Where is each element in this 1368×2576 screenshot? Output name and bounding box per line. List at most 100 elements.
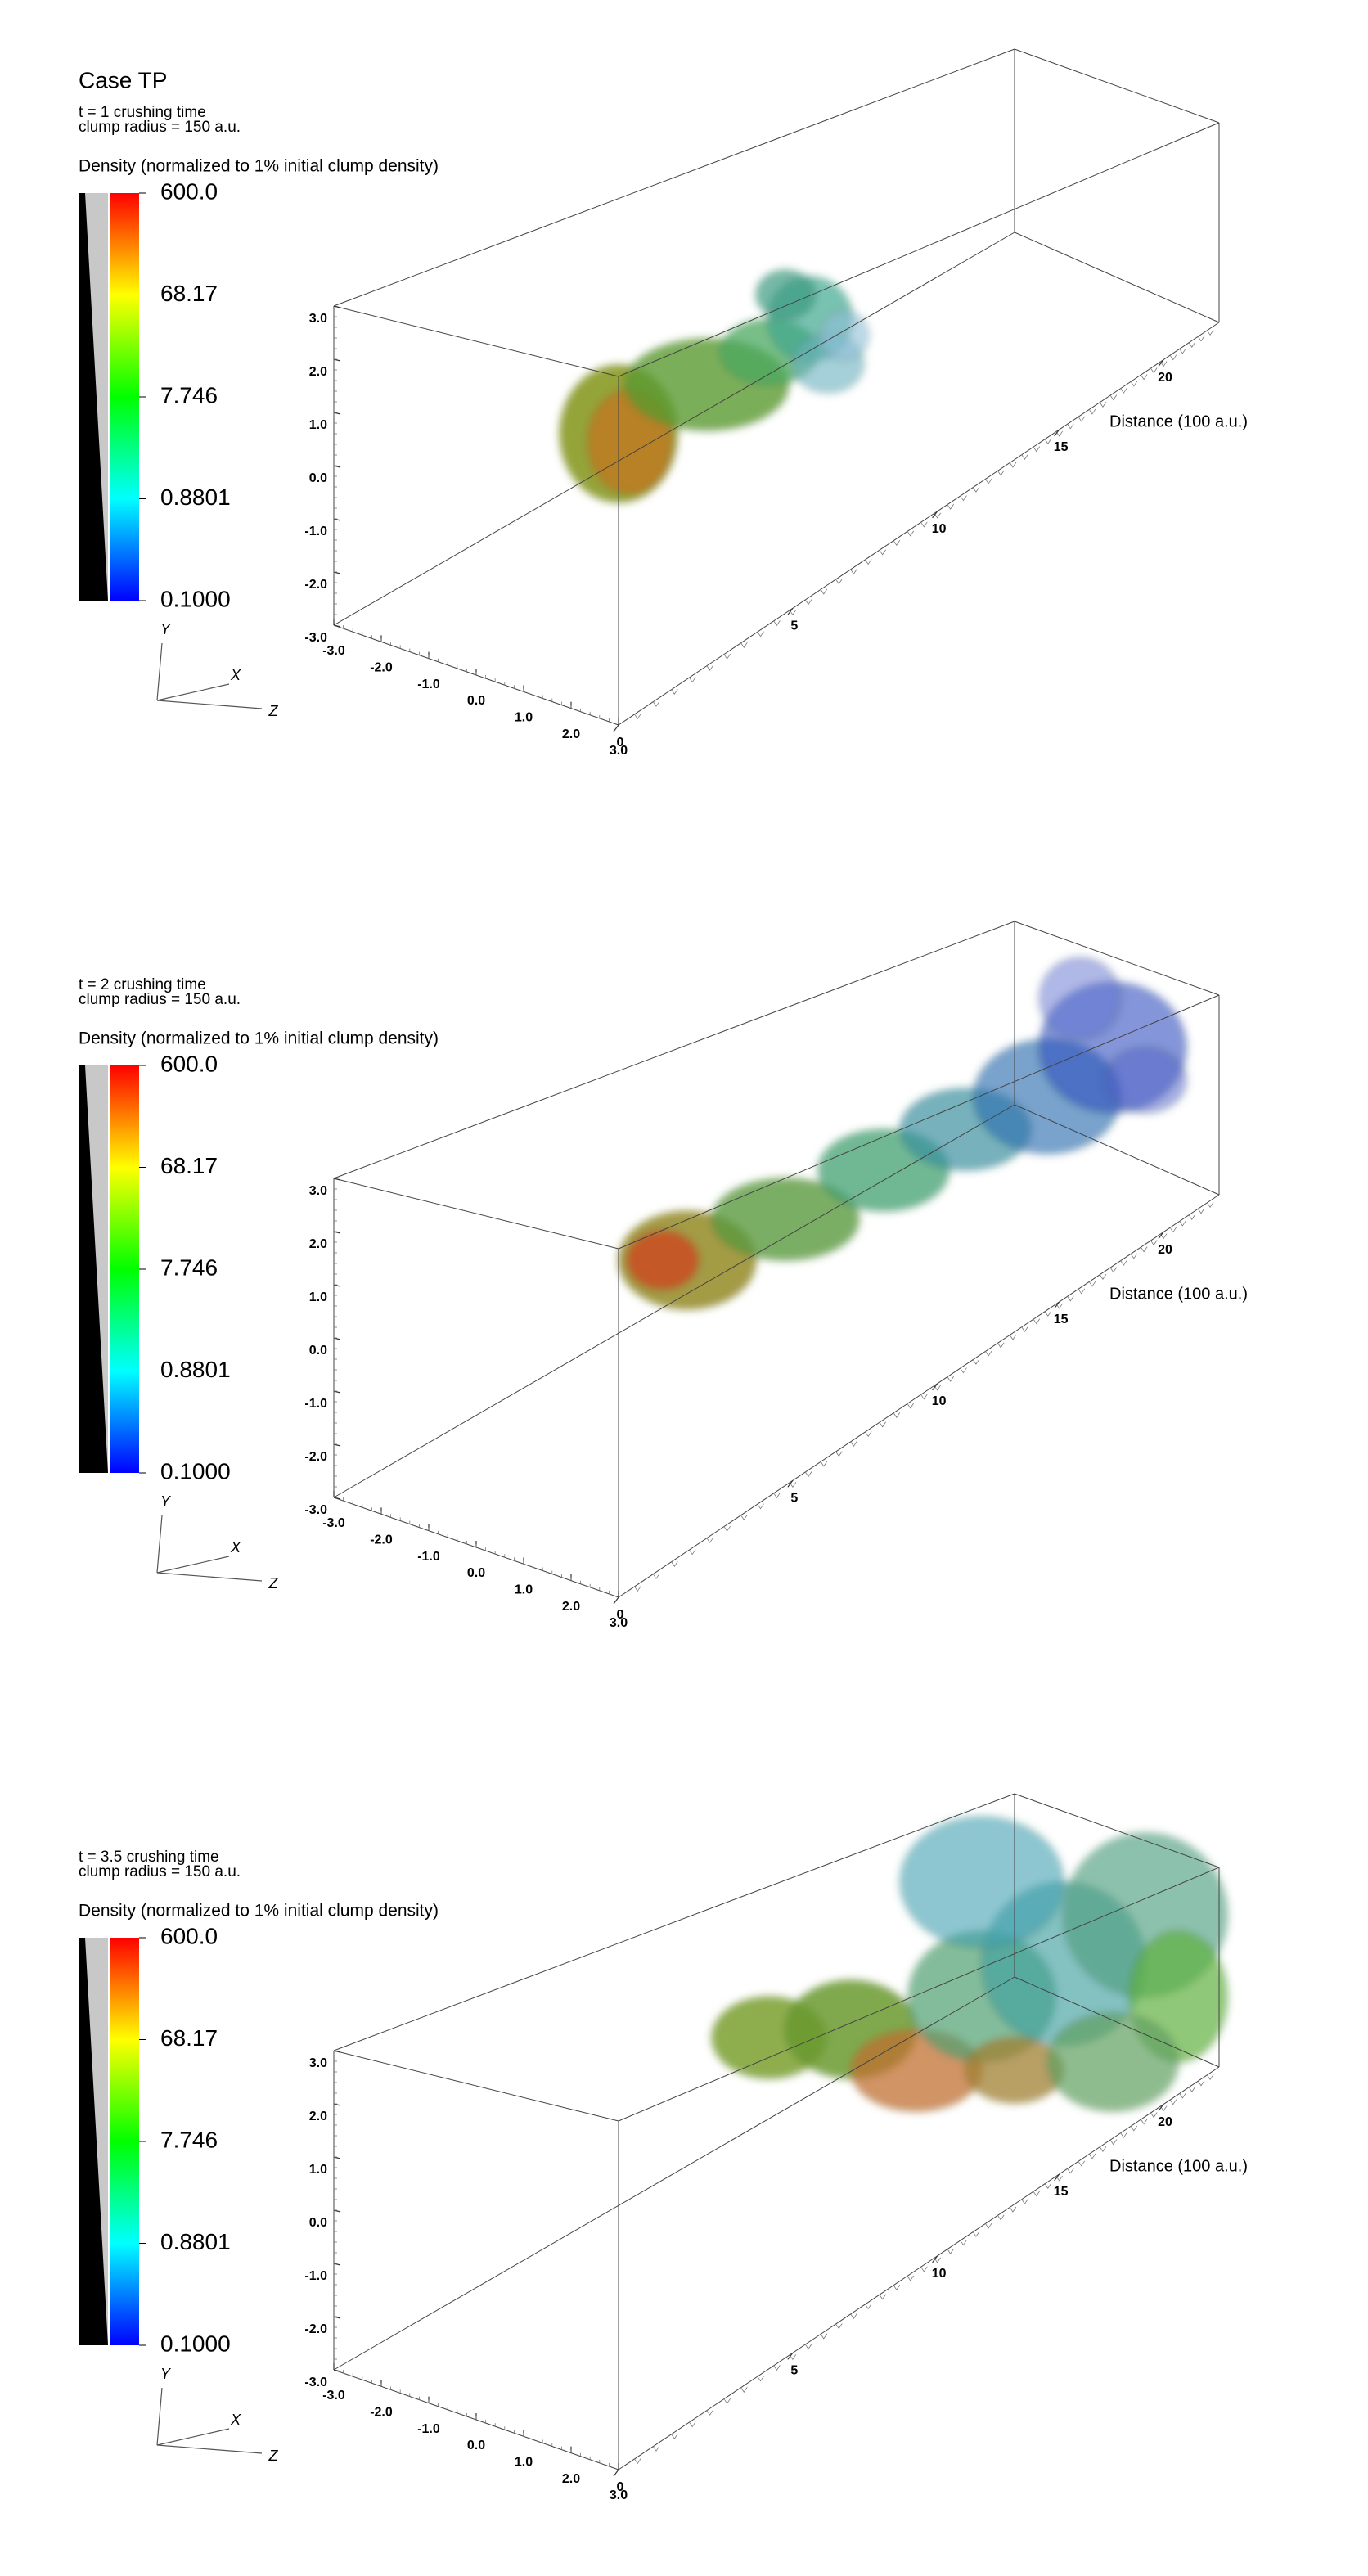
- z-tick-label: 3.0: [610, 1616, 628, 1630]
- z-tick-label: 3.0: [610, 2488, 628, 2502]
- minor-tick: [773, 1493, 781, 1499]
- density-blob: [899, 1816, 1064, 1948]
- x-axis-label: Distance (100 a.u.): [1109, 412, 1248, 430]
- minor-tick: [1044, 2183, 1052, 2189]
- z-tick-label: -3.0: [322, 1516, 345, 1530]
- minor-tick: [820, 588, 828, 595]
- minor-tick: [879, 549, 886, 556]
- minor-tick: [1033, 2191, 1041, 2197]
- minor-tick: [984, 1350, 992, 1357]
- minor-tick: [1009, 462, 1017, 468]
- minor-tick: [1188, 1214, 1196, 1221]
- z-tick-label: -1.0: [417, 2422, 440, 2436]
- opacity-ramp-fill: [85, 1065, 108, 1473]
- triad-label: X: [230, 1539, 241, 1556]
- minor-tick: [972, 1358, 980, 1365]
- opacity-ramp-fill: [85, 1938, 108, 2345]
- minor-tick: [820, 2333, 828, 2340]
- minor-tick: [773, 2365, 781, 2371]
- minor-tick: [670, 2433, 678, 2439]
- x-tick-label: 0: [617, 2480, 624, 2494]
- x-tick-label: 20: [1158, 2115, 1172, 2129]
- triad-label: Z: [268, 1575, 279, 1592]
- triad-axis: [156, 683, 230, 701]
- radius-label: clump radius = 150 a.u.: [79, 991, 241, 1008]
- minor-tick: [804, 1471, 812, 1478]
- time-label: t = 1 crushing time: [79, 104, 206, 121]
- volume-render: [618, 957, 1187, 1310]
- minor-tick: [864, 2304, 872, 2310]
- minor-tick: [757, 631, 764, 637]
- triad-label: X: [230, 667, 241, 683]
- y-tick-label: 3.0: [309, 2056, 327, 2070]
- minor-tick: [947, 2248, 954, 2254]
- opacity-ramp-fill: [85, 193, 108, 601]
- minor-tick: [1109, 2139, 1118, 2146]
- minor-tick: [740, 1515, 748, 1520]
- triad-axis: [156, 2428, 230, 2446]
- colorbar-title: Density (normalized to 1% initial clump …: [79, 157, 439, 176]
- box-edge: [618, 1194, 1220, 1598]
- y-tick-label: -3.0: [304, 631, 327, 645]
- z-tick-label: 0.0: [467, 2439, 485, 2452]
- box-edge: [333, 305, 619, 377]
- density-blob: [1038, 957, 1122, 1040]
- minor-tick: [864, 1431, 872, 1438]
- minor-tick: [1044, 1311, 1052, 1317]
- triad-label: Z: [268, 2448, 279, 2464]
- triad-axis: [156, 642, 163, 701]
- volume-render: [711, 1816, 1228, 2112]
- minor-tick: [1169, 1227, 1177, 1233]
- minor-tick: [1169, 354, 1177, 361]
- minor-tick: [652, 1573, 660, 1579]
- y-tick: [333, 624, 341, 628]
- triad-axis: [156, 700, 263, 709]
- x-tick-label: 5: [790, 2364, 798, 2378]
- box-edge: [618, 994, 1220, 1250]
- triad-axis: [156, 1515, 163, 1574]
- colorbar-tick-label: 600.0: [160, 1051, 218, 1076]
- triad-label: Y: [160, 621, 172, 637]
- minor-tick: [947, 1376, 954, 1382]
- y-tick-label: -1.0: [304, 525, 327, 538]
- box-edge: [333, 1178, 619, 1250]
- x-tick-label: 20: [1158, 1243, 1172, 1257]
- minor-tick: [907, 1403, 915, 1409]
- y-tick: [333, 1178, 341, 1181]
- minor-tick: [1099, 1274, 1107, 1280]
- triad-axis: [156, 2444, 263, 2454]
- minor-tick: [1197, 1208, 1205, 1214]
- x-axis-label: Distance (100 a.u.): [1109, 1285, 1248, 1303]
- z-tick-label: 1.0: [515, 2456, 533, 2470]
- minor-tick: [1109, 394, 1118, 401]
- minor-tick: [670, 688, 678, 695]
- y-tick-label: -3.0: [304, 1503, 327, 1517]
- triad-label: X: [230, 2412, 241, 2428]
- minor-tick: [1021, 1326, 1028, 1332]
- density-blob: [755, 269, 816, 320]
- minor-tick: [920, 1394, 928, 1400]
- x-tick-label: 0: [617, 1608, 624, 1622]
- colorbar-title: Density (normalized to 1% initial clump …: [79, 1902, 439, 1921]
- minor-tick: [960, 1367, 967, 1374]
- minor-tick: [997, 470, 1005, 476]
- box-edge: [333, 2050, 619, 2122]
- z-tick-label: -1.0: [417, 1550, 440, 1564]
- colorbar: [110, 1938, 139, 2345]
- minor-tick: [1140, 374, 1148, 381]
- x-tick-label: 0: [617, 736, 624, 750]
- minor-tick: [920, 2266, 928, 2272]
- minor-tick: [757, 2376, 764, 2382]
- minor-tick: [688, 2421, 696, 2428]
- box-edge: [1014, 921, 1220, 996]
- x-tick: [1158, 359, 1164, 367]
- minor-tick: [670, 1560, 678, 1567]
- y-tick-label: 0.0: [309, 471, 327, 485]
- minor-tick: [633, 1586, 641, 1592]
- minor-tick: [972, 486, 980, 493]
- z-tick-label: 1.0: [515, 711, 533, 725]
- time-label: t = 3.5 crushing time: [79, 1849, 219, 1866]
- triad-axis: [156, 1556, 230, 1574]
